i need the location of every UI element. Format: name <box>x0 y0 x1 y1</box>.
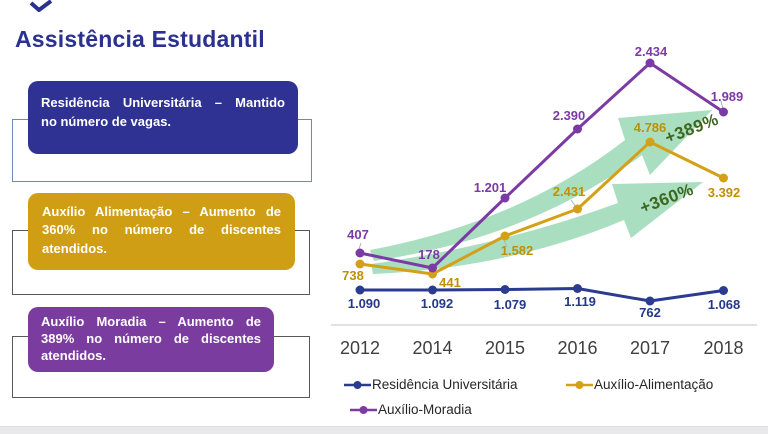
data-point <box>645 137 655 147</box>
corner-logo-mark-icon <box>29 0 53 12</box>
data-point <box>719 286 728 295</box>
callout-text-line: atendidos. <box>42 240 108 256</box>
callout-text-line: Auxílio Moradia – Aumento de <box>41 314 261 329</box>
legend-label: Residência Universitária <box>372 377 518 392</box>
data-point <box>355 259 365 269</box>
series-line-0 <box>360 287 724 303</box>
legend-marker-icon <box>566 380 593 389</box>
legend-marker-icon <box>350 405 377 414</box>
data-point <box>428 285 437 295</box>
legend-marker-icon <box>344 380 371 389</box>
slide-bottom-strip <box>0 426 768 434</box>
data-point <box>645 296 655 306</box>
label-leader-line <box>358 242 362 250</box>
label-leader-line <box>503 239 508 248</box>
callout-alimentacao: Auxílio Alimentação – Aumento de 360% no … <box>28 193 295 270</box>
data-point <box>428 263 437 273</box>
data-point <box>645 58 655 68</box>
data-point <box>719 173 728 183</box>
data-point <box>500 193 510 203</box>
growth-arrow <box>371 182 703 274</box>
callout-text-line: 389% no número de discentes <box>41 330 261 346</box>
callout-text-line: 360% no número de discentes <box>42 222 281 238</box>
series-line-1 <box>359 140 725 276</box>
page-title: Assistência Estudantil <box>15 26 265 52</box>
series-line-2 <box>359 61 725 270</box>
data-point <box>573 284 582 293</box>
callout-text-line: Residência Universitária – Mantido <box>41 95 285 110</box>
legend-item: Auxílio-Moradia <box>350 402 472 417</box>
legend-item: Residência Universitária <box>344 377 518 392</box>
data-point <box>573 124 582 134</box>
callout-text-line: atendidos. <box>41 347 107 363</box>
legend-label: Auxílio-Alimentação <box>594 377 714 392</box>
legend-item: Auxílio-Alimentação <box>566 377 713 392</box>
data-point <box>500 231 510 241</box>
data-point <box>355 248 365 258</box>
data-point <box>719 107 728 117</box>
callout-moradia: Auxílio Moradia – Aumento de 389% no núme… <box>28 307 274 372</box>
callout-residencia: Residência Universitária – Mantido no núm… <box>28 81 298 154</box>
data-point <box>573 204 582 214</box>
data-point <box>500 285 510 294</box>
callout-text-line: no número de vagas. <box>41 113 172 129</box>
callout-text-line: Auxílio Alimentação – Aumento de <box>42 204 281 219</box>
data-point <box>355 285 365 295</box>
growth-arrow <box>370 110 712 261</box>
legend-label: Auxílio-Moradia <box>378 402 472 417</box>
